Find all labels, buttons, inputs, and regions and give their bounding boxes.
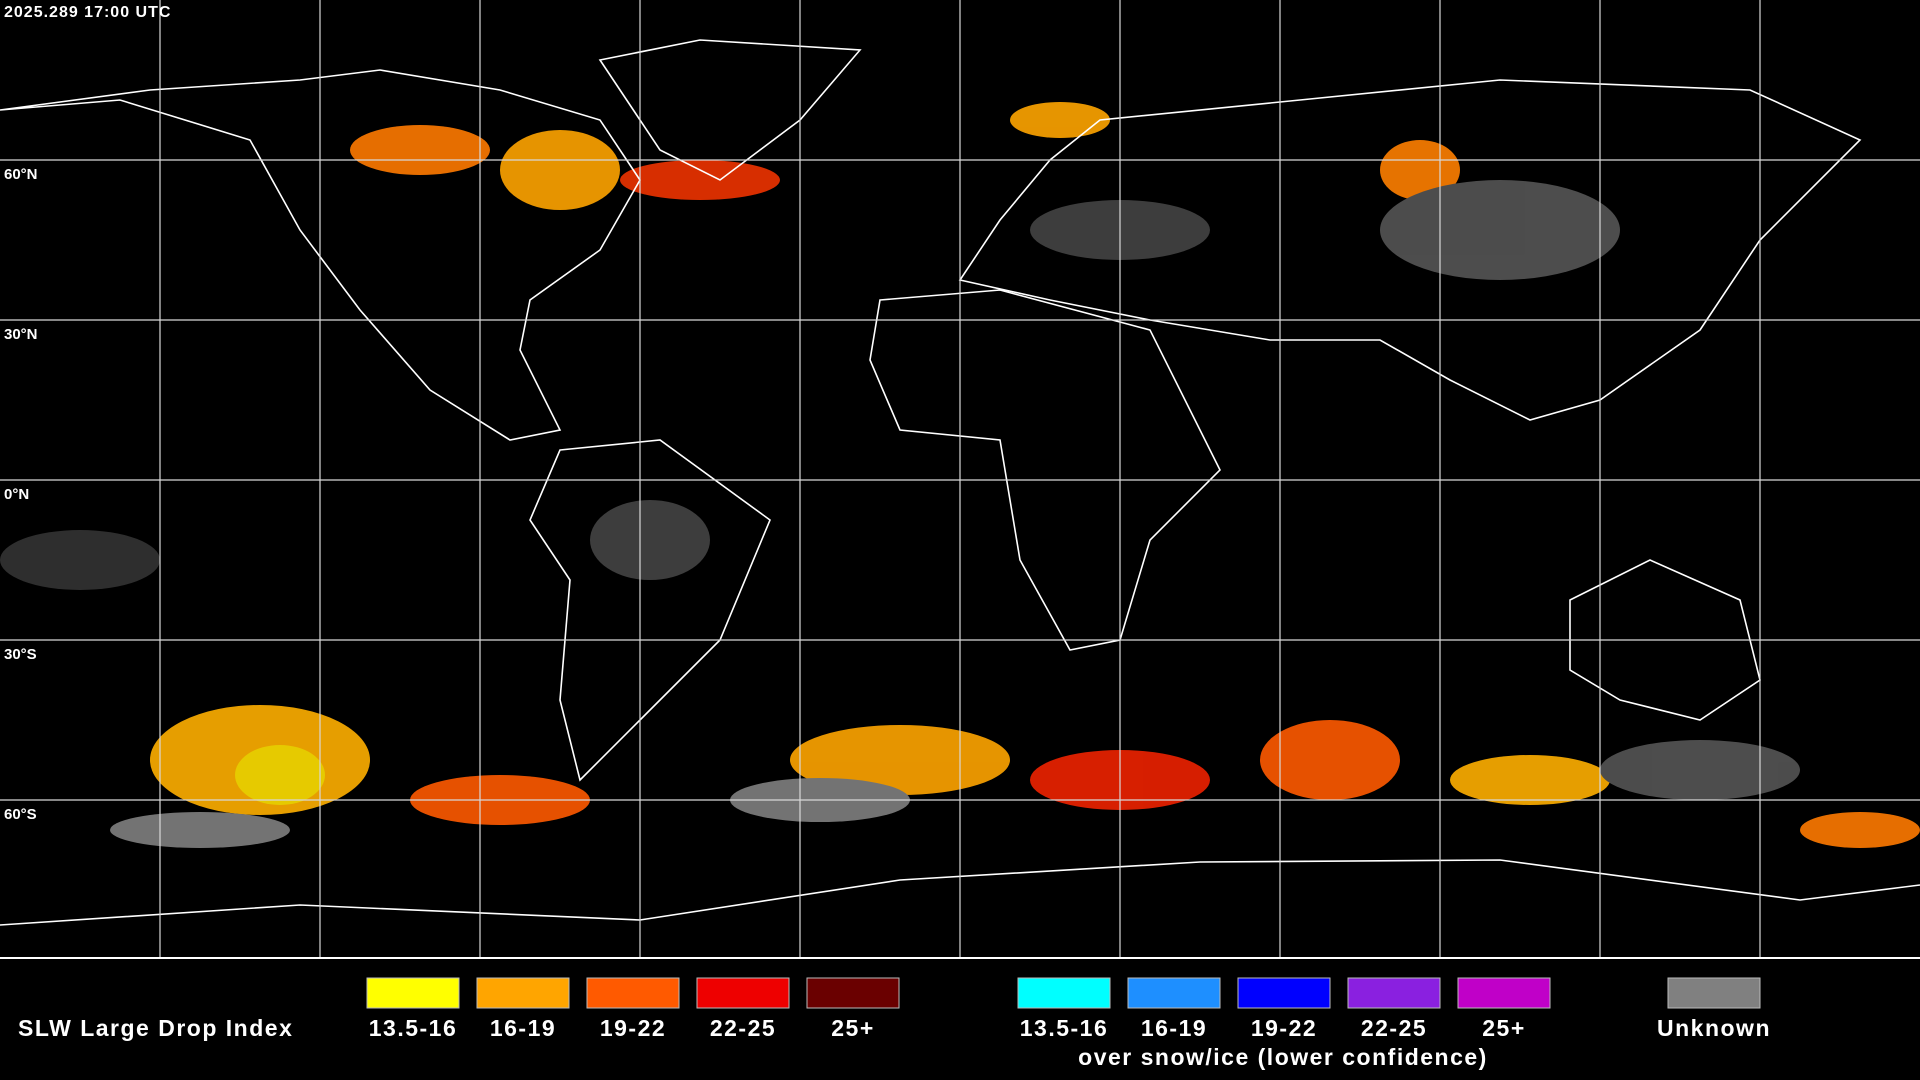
legend-label: 16-19 bbox=[490, 1015, 556, 1041]
legend-swatch bbox=[1017, 977, 1111, 1009]
legend-swatch bbox=[366, 977, 460, 1009]
coastline bbox=[1569, 559, 1761, 721]
legend-swatch bbox=[1667, 977, 1761, 1009]
legend-label: 25+ bbox=[1482, 1015, 1526, 1041]
legend-label: 22-25 bbox=[1361, 1015, 1427, 1041]
legend-swatch bbox=[1127, 977, 1221, 1009]
legend-label: 22-25 bbox=[710, 1015, 776, 1041]
legend-label: 19-22 bbox=[600, 1015, 666, 1041]
latitude-label: 60°S bbox=[4, 806, 37, 823]
legend-swatch bbox=[586, 977, 680, 1009]
legend-label: Unknown bbox=[1657, 1015, 1771, 1041]
legend-caption: over snow/ice (lower confidence) bbox=[1078, 1044, 1488, 1070]
legend-swatch bbox=[476, 977, 570, 1009]
latitude-label: 0°N bbox=[4, 486, 29, 503]
map bbox=[0, 0, 1920, 958]
legend-label: 19-22 bbox=[1251, 1015, 1317, 1041]
latitude-label: 30°S bbox=[4, 646, 37, 663]
legend-label: 13.5-16 bbox=[1020, 1015, 1109, 1041]
coastline bbox=[0, 69, 641, 441]
coastline bbox=[0, 859, 1920, 926]
legend-swatch bbox=[696, 977, 790, 1009]
legend-title: SLW Large Drop Index bbox=[18, 1015, 293, 1041]
latitude-label: 60°N bbox=[4, 166, 38, 183]
legend-label: 13.5-16 bbox=[369, 1015, 458, 1041]
legend-swatch bbox=[806, 977, 900, 1009]
coastline bbox=[869, 289, 1221, 651]
coastline bbox=[958, 79, 1862, 421]
legend-label: 16-19 bbox=[1141, 1015, 1207, 1041]
legend-swatch bbox=[1457, 977, 1551, 1009]
timestamp: 2025.289 17:00 UTC bbox=[4, 4, 171, 21]
legend-swatch bbox=[1237, 977, 1331, 1009]
legend-label: 25+ bbox=[831, 1015, 875, 1041]
legend-swatch bbox=[1347, 977, 1441, 1009]
latitude-label: 30°N bbox=[4, 326, 38, 343]
